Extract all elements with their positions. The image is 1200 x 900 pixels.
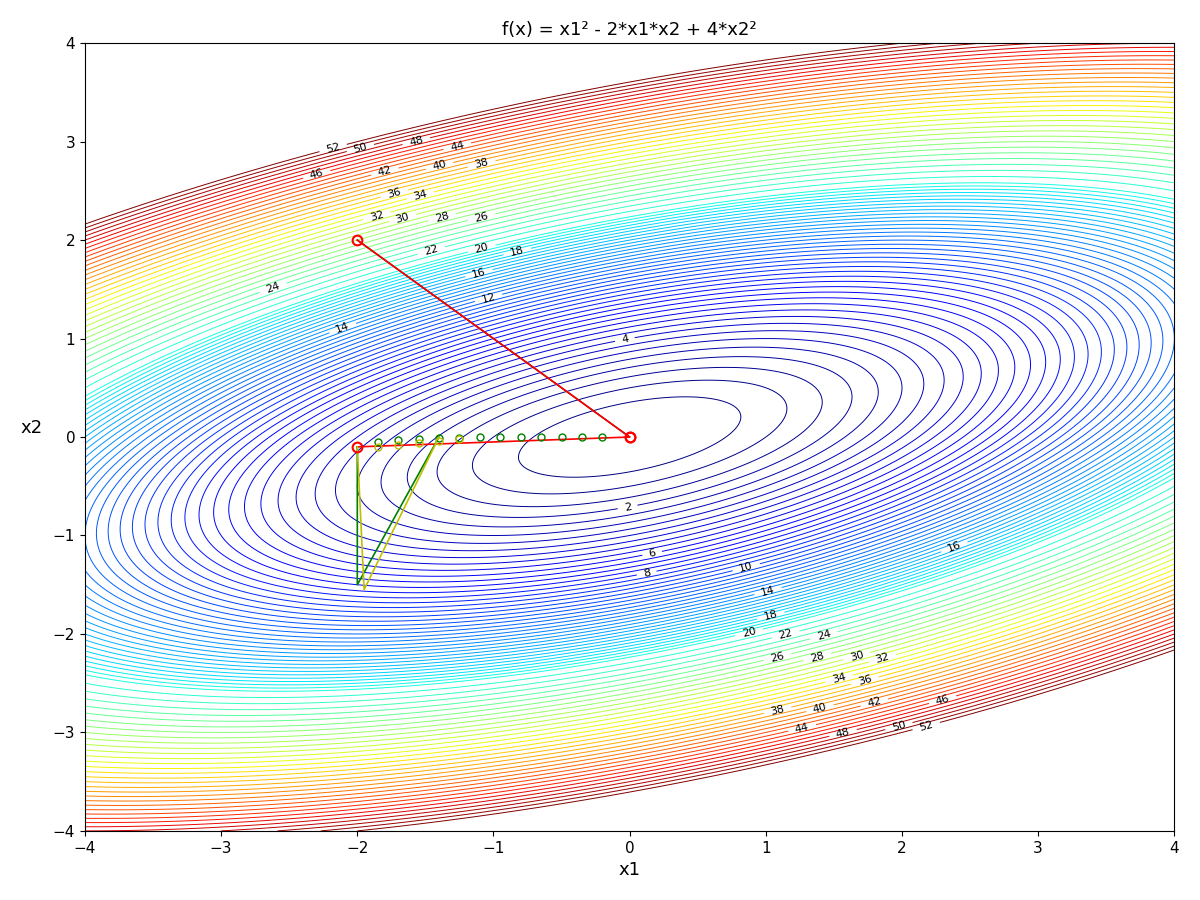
Text: 36: 36 <box>857 674 872 688</box>
Text: 10: 10 <box>738 561 755 574</box>
Text: 20: 20 <box>474 242 490 255</box>
Text: 28: 28 <box>809 651 826 663</box>
Text: 42: 42 <box>377 165 394 178</box>
Text: 18: 18 <box>509 245 526 258</box>
Text: 22: 22 <box>424 244 439 257</box>
Text: 30: 30 <box>395 212 410 225</box>
Text: 22: 22 <box>778 628 794 641</box>
Text: 40: 40 <box>811 702 828 715</box>
Text: 36: 36 <box>386 187 402 200</box>
Text: 14: 14 <box>760 584 776 598</box>
Text: 16: 16 <box>470 266 487 280</box>
Text: 40: 40 <box>431 159 448 172</box>
Text: 52: 52 <box>918 719 935 733</box>
Text: 48: 48 <box>408 134 425 148</box>
Text: 34: 34 <box>413 189 428 202</box>
Text: 46: 46 <box>935 693 950 706</box>
Text: 12: 12 <box>480 291 497 304</box>
Text: 50: 50 <box>890 719 907 733</box>
Text: 8: 8 <box>642 568 652 579</box>
Text: 38: 38 <box>769 704 786 716</box>
Text: 32: 32 <box>875 652 890 665</box>
Text: 4: 4 <box>620 334 629 345</box>
Text: 24: 24 <box>265 281 282 295</box>
Text: 14: 14 <box>335 321 352 335</box>
Text: 52: 52 <box>325 141 341 155</box>
Text: 44: 44 <box>794 722 810 734</box>
Text: 20: 20 <box>740 626 757 639</box>
Text: 24: 24 <box>816 628 832 642</box>
Text: 28: 28 <box>434 211 450 224</box>
Text: 48: 48 <box>835 726 851 740</box>
X-axis label: x1: x1 <box>619 861 641 879</box>
Text: 44: 44 <box>449 140 466 153</box>
Text: 46: 46 <box>308 167 325 181</box>
Text: 34: 34 <box>830 672 847 685</box>
Text: 32: 32 <box>368 209 385 222</box>
Text: 26: 26 <box>474 211 490 223</box>
Text: 26: 26 <box>769 651 786 663</box>
Y-axis label: x2: x2 <box>20 419 43 437</box>
Title: f(x) = x1² - 2*x1*x2 + 4*x2²: f(x) = x1² - 2*x1*x2 + 4*x2² <box>503 21 757 39</box>
Text: 2: 2 <box>623 501 632 513</box>
Text: 42: 42 <box>866 696 882 709</box>
Text: 30: 30 <box>848 650 865 662</box>
Text: 16: 16 <box>946 540 962 554</box>
Text: 38: 38 <box>474 158 490 170</box>
Text: 50: 50 <box>353 141 368 155</box>
Text: 6: 6 <box>648 548 656 559</box>
Text: 18: 18 <box>763 609 779 622</box>
